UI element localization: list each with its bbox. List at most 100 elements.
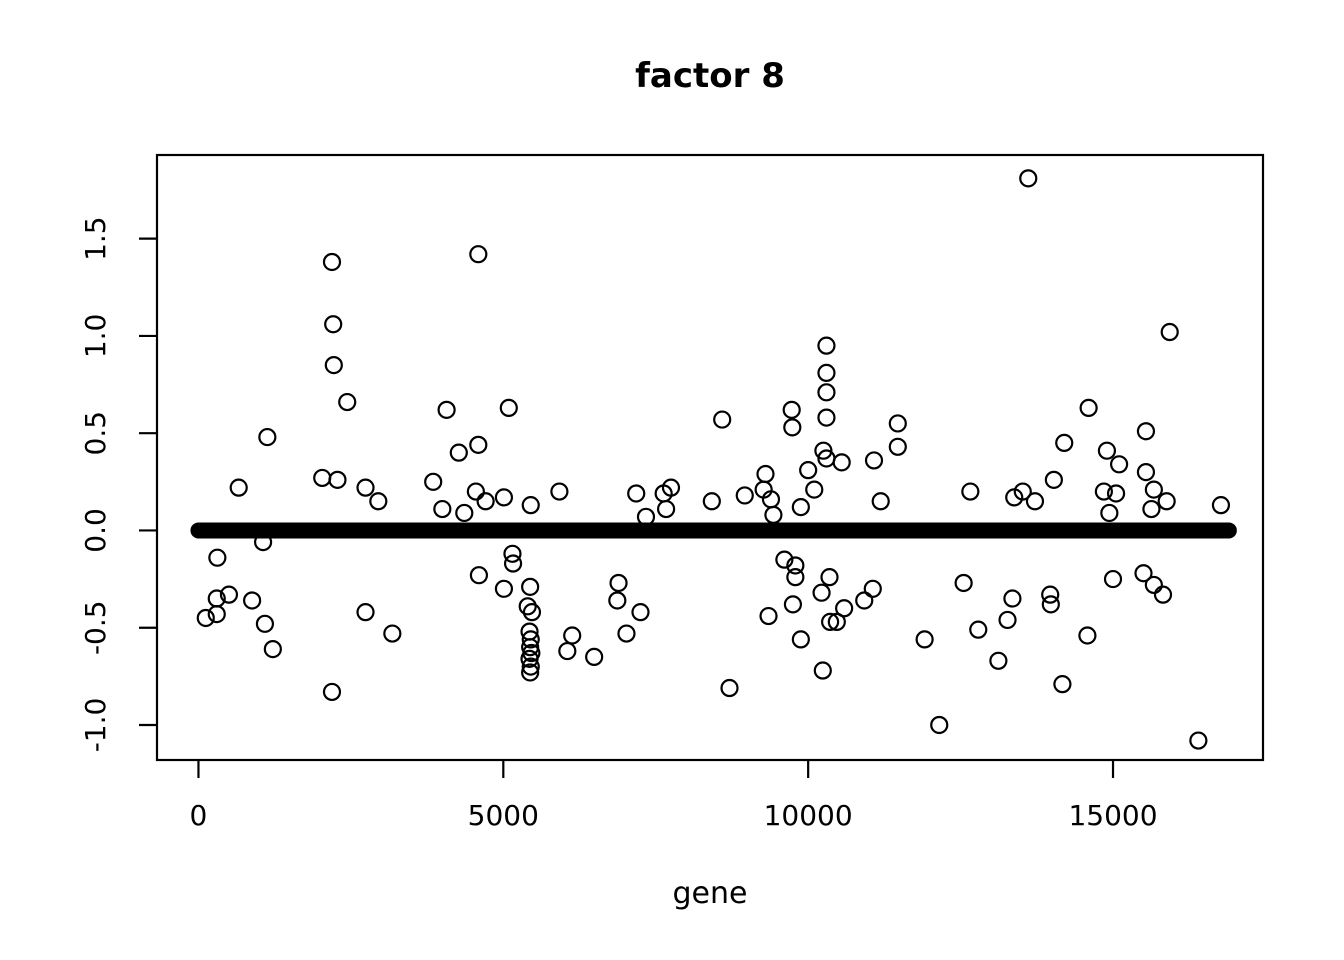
data-point xyxy=(522,603,542,622)
data-point xyxy=(969,620,988,639)
data-point xyxy=(954,573,973,593)
data-point xyxy=(476,492,495,511)
data-point xyxy=(1041,595,1060,614)
data-point xyxy=(827,612,846,631)
x-axis-label: gene xyxy=(672,876,748,911)
data-point xyxy=(466,482,485,501)
y-tick-label: -1.0 xyxy=(79,698,112,753)
data-point xyxy=(1078,626,1097,645)
data-point xyxy=(820,568,839,587)
data-point xyxy=(521,577,540,596)
y-tick-label: 0.0 xyxy=(79,508,112,553)
data-point xyxy=(521,663,540,682)
data-point xyxy=(1144,575,1163,595)
data-point xyxy=(1189,731,1208,750)
data-point xyxy=(791,498,810,517)
y-tick-label: 1.0 xyxy=(79,314,112,359)
data-point xyxy=(1013,482,1032,501)
data-point xyxy=(313,468,332,488)
data-point xyxy=(782,400,801,419)
data-point xyxy=(1019,169,1038,188)
data-point xyxy=(627,484,646,503)
data-point xyxy=(817,336,836,355)
data-point xyxy=(821,612,840,631)
data-point xyxy=(775,550,794,569)
data-point xyxy=(469,435,488,454)
data-point xyxy=(369,492,388,511)
x-tick-label: 15000 xyxy=(1068,799,1157,832)
data-point xyxy=(424,472,443,491)
chart-title: factor 8 xyxy=(635,56,785,96)
data-point xyxy=(1100,503,1119,523)
data-point xyxy=(521,630,540,649)
data-point xyxy=(196,608,215,628)
data-point xyxy=(1003,589,1022,608)
data-point xyxy=(1142,499,1161,519)
data-point xyxy=(253,533,273,552)
data-point xyxy=(1106,484,1126,503)
data-point xyxy=(1103,569,1123,589)
data-point xyxy=(1157,492,1176,511)
data-point xyxy=(494,579,514,598)
data-point xyxy=(322,682,342,702)
data-point xyxy=(805,480,824,499)
data-point xyxy=(207,604,226,624)
data-point xyxy=(1097,441,1117,460)
x-tick-label: 0 xyxy=(190,799,208,832)
data-point xyxy=(550,482,569,501)
data-point xyxy=(661,478,681,497)
data-point xyxy=(499,398,518,417)
data-point xyxy=(356,478,375,497)
data-point xyxy=(558,641,577,661)
data-point xyxy=(433,499,452,519)
data-point xyxy=(799,461,818,480)
data-point xyxy=(863,579,882,598)
data-point xyxy=(338,392,357,412)
data-point xyxy=(702,492,721,511)
data-point xyxy=(786,556,805,575)
x-tick-label: 10000 xyxy=(764,799,853,832)
plot-border xyxy=(155,153,1265,762)
data-point xyxy=(817,363,836,382)
data-point xyxy=(1136,462,1156,482)
data-point xyxy=(1110,455,1129,474)
data-point xyxy=(855,591,874,610)
data-point xyxy=(1044,470,1063,489)
data-point xyxy=(1153,585,1173,604)
data-point xyxy=(324,355,343,375)
data-point xyxy=(437,400,456,419)
data-point xyxy=(735,486,754,505)
data-point xyxy=(813,661,832,680)
data-point xyxy=(609,573,628,593)
data-point xyxy=(258,427,277,447)
data-point xyxy=(243,591,262,610)
data-point xyxy=(521,496,540,515)
data-point xyxy=(469,566,489,585)
data-point xyxy=(608,591,627,610)
data-point xyxy=(864,451,884,470)
data-point xyxy=(328,470,347,489)
data-point xyxy=(759,606,778,626)
data-point xyxy=(915,630,934,649)
data-point xyxy=(998,610,1017,630)
data-point xyxy=(817,408,836,427)
data-point xyxy=(263,640,282,659)
data-point xyxy=(783,595,803,614)
data-point xyxy=(657,499,676,519)
data-point xyxy=(521,657,540,676)
data-point xyxy=(1025,492,1045,511)
data-point xyxy=(764,505,783,524)
data-point xyxy=(888,414,907,433)
data-point xyxy=(835,599,854,618)
data-point xyxy=(817,383,836,402)
data-point xyxy=(1053,675,1072,694)
data-point xyxy=(1041,585,1060,604)
data-point xyxy=(720,678,739,698)
data-point xyxy=(783,418,802,437)
data-point xyxy=(832,453,851,472)
data-point xyxy=(520,649,539,668)
data-point xyxy=(961,482,980,501)
data-point xyxy=(814,441,833,460)
